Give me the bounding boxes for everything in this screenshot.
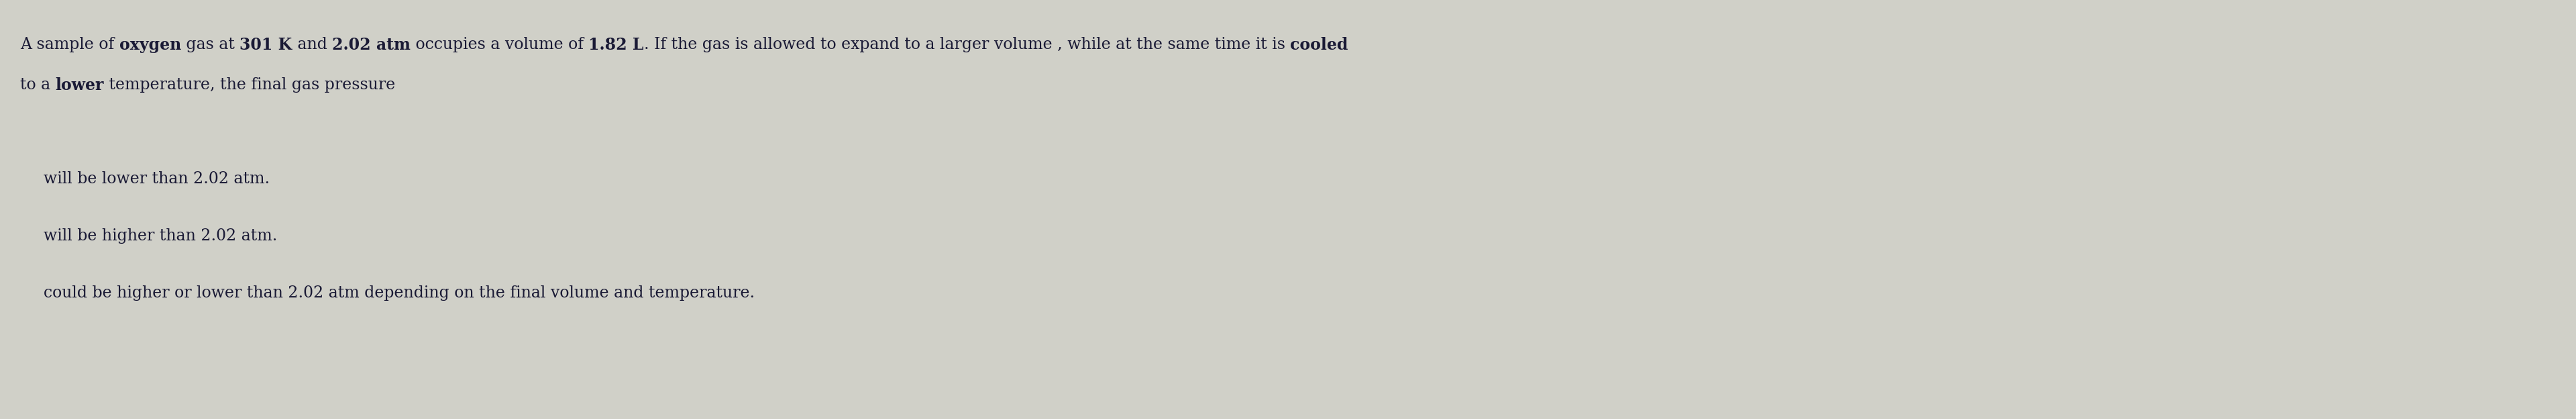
- Text: to a: to a: [21, 77, 57, 93]
- Text: will be lower than 2.02 atm.: will be lower than 2.02 atm.: [44, 171, 270, 187]
- Text: 1.82 L: 1.82 L: [587, 37, 644, 53]
- Ellipse shape: [13, 164, 28, 178]
- Text: temperature, the final gas pressure: temperature, the final gas pressure: [103, 77, 394, 93]
- Text: will be higher than 2.02 atm.: will be higher than 2.02 atm.: [44, 228, 278, 244]
- Text: cooled: cooled: [1291, 37, 1347, 53]
- Text: could be higher or lower than 2.02 atm depending on the final volume and tempera: could be higher or lower than 2.02 atm d…: [44, 285, 755, 301]
- Text: 301 K: 301 K: [240, 37, 291, 53]
- Text: and: and: [291, 37, 332, 52]
- Ellipse shape: [13, 278, 28, 293]
- Text: oxygen: oxygen: [118, 37, 180, 53]
- Text: occupies a volume of: occupies a volume of: [410, 37, 587, 52]
- Text: A sample of: A sample of: [21, 37, 118, 52]
- Text: 2.02 atm: 2.02 atm: [332, 37, 410, 53]
- Text: . If the gas is allowed to expand to a larger volume , while at the same time it: . If the gas is allowed to expand to a l…: [644, 37, 1291, 52]
- Text: lower: lower: [57, 77, 103, 93]
- Text: gas at: gas at: [180, 37, 240, 52]
- Ellipse shape: [13, 221, 28, 235]
